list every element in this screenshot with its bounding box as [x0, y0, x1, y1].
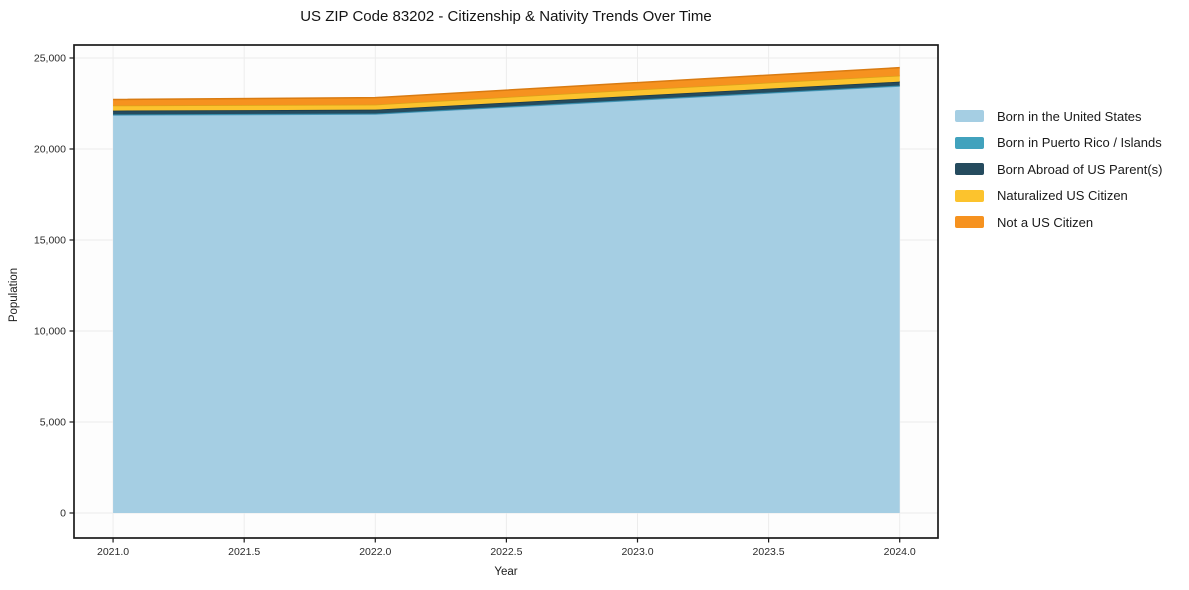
area-series-4 [113, 67, 900, 106]
legend-label: Not a US Citizen [997, 214, 1094, 230]
legend-swatch-not-citizen [955, 216, 984, 228]
legend-label: Born in the United States [997, 108, 1142, 124]
area-series-3 [113, 75, 900, 111]
legend-label: Naturalized US Citizen [997, 188, 1128, 203]
y-axis-label: Population [8, 267, 20, 323]
legend: Born in the United States Born in Puerto… [955, 108, 1163, 243]
area-series-2 [113, 81, 900, 115]
x-tick-label: 2021.5 [228, 546, 260, 558]
legend-item: Born in Puerto Rico / Islands [955, 135, 1162, 150]
y-tick-label: 15,000 [34, 234, 66, 246]
legend-swatch-naturalized [955, 189, 984, 202]
x-tick-label: 2022.0 [359, 546, 391, 558]
x-tick-label: 2024.0 [884, 546, 916, 558]
x-axis-label: Year [494, 566, 518, 578]
legend-item: Born in the United States [955, 108, 1162, 124]
legend-item: Naturalized US Citizen [955, 188, 1162, 203]
chart-title: US ZIP Code 83202 - Citizenship & Nativi… [300, 8, 712, 25]
y-tick-label: 5,000 [40, 416, 66, 428]
y-tick-label: 0 [60, 507, 66, 519]
legend-item: Born Abroad of US Parent(s) [955, 161, 1163, 177]
legend-swatch-born-abroad [955, 163, 984, 175]
area-edge-series-4 [113, 66, 900, 101]
x-tick-label: 2023.0 [621, 546, 653, 558]
legend-swatch-born-us [955, 110, 984, 122]
y-tick-label: 10,000 [34, 325, 66, 337]
x-tick-label: 2022.5 [490, 546, 522, 558]
legend-label: Born in Puerto Rico / Islands [997, 135, 1162, 150]
legend-item: Not a US Citizen [955, 214, 1162, 230]
x-tick-label: 2023.5 [753, 546, 785, 558]
y-tick-label: 25,000 [34, 52, 66, 64]
legend-label: Born Abroad of US Parent(s) [997, 161, 1163, 177]
y-tick-label: 20,000 [34, 143, 66, 155]
legend-swatch-born-pr [955, 136, 984, 149]
x-tick-label: 2021.0 [97, 546, 129, 558]
area-series-0 [113, 86, 900, 513]
